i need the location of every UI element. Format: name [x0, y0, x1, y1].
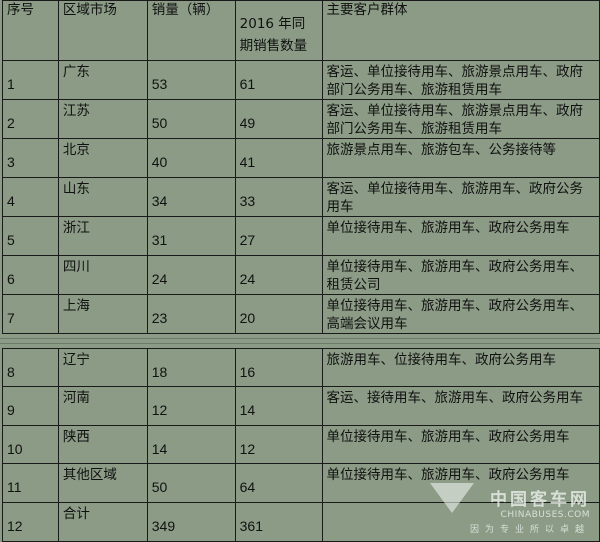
cell-region: 北京 — [57, 138, 148, 178]
header-customers: 主要客户群体 — [321, 0, 600, 61]
cell-sales: 12 — [146, 386, 236, 426]
cell-region: 陕西 — [57, 425, 148, 464]
cell-prev: 33 — [234, 177, 323, 217]
cell-customers: 单位接待用车、旅游用车、政府公务用车、租赁公司 — [321, 255, 600, 295]
cell-customers: 客运、单位接待用车、旅游景点用车、政府部门公务用车、旅游租赁用车 — [321, 99, 600, 139]
cell-sales: 34 — [146, 177, 236, 217]
cell-region: 辽宁 — [57, 348, 148, 387]
cell-no: 5 — [2, 216, 59, 256]
cell-sales: 24 — [146, 255, 236, 295]
watermark-slogan: 因为专业所以卓越 — [469, 525, 590, 535]
cell-no: 10 — [2, 425, 59, 464]
table-row: 7 上海 23 20 单位接待用车、旅游用车、政府公务用车、高端会议用车 — [2, 294, 600, 334]
watermark-cn: 中国客车网 — [490, 490, 590, 510]
watermark-en: CHINABUSES.COM — [500, 510, 590, 520]
cell-customers: 客运、单位接待用车、旅游景点用车、政府部门公务用车、旅游租赁用车 — [321, 60, 600, 100]
cell-prev: 20 — [234, 294, 323, 334]
cell-sales: 18 — [146, 348, 236, 387]
cell-no: 9 — [2, 386, 59, 426]
cell-no: 12 — [2, 502, 59, 542]
cell-no: 1 — [2, 60, 59, 100]
cell-prev: 27 — [234, 216, 323, 256]
cell-region: 浙江 — [57, 216, 148, 256]
chinabuses-logo-icon — [429, 483, 474, 513]
table-row: 6 四川 24 24 单位接待用车、旅游用车、政府公务用车、租赁公司 — [2, 255, 600, 295]
cell-prev: 41 — [234, 138, 323, 178]
cell-customers: 客运、单位接待用车、旅游用车、政府公务用车 — [321, 177, 600, 217]
table-header: 序号 区域市场 销量（辆） 2016 年同期销售数量 主要客户群体 — [2, 0, 600, 61]
cell-prev: 14 — [234, 386, 323, 426]
header-no: 序号 — [2, 0, 59, 61]
cell-sales: 349 — [146, 502, 236, 542]
cell-sales: 14 — [146, 425, 236, 464]
table-row: 10 陕西 14 12 单位接待用车、旅游用车、政府公务用车 — [2, 425, 600, 464]
watermark: 中国客车网 CHINABUSES.COM 因为专业所以卓越 — [429, 483, 590, 535]
cell-no: 7 — [2, 294, 59, 334]
table-row: 3 北京 40 41 旅游景点用车、旅游包车、公务接待等 — [2, 138, 600, 178]
cell-no: 11 — [2, 463, 59, 503]
cell-no: 6 — [2, 255, 59, 295]
cell-sales: 50 — [146, 463, 236, 503]
cell-prev: 49 — [234, 99, 323, 139]
table-row: 4 山东 34 33 客运、单位接待用车、旅游用车、政府公务用车 — [2, 177, 600, 217]
cell-prev: 64 — [234, 463, 323, 503]
cell-customers: 单位接待用车、旅游用车、政府公务用车 — [321, 425, 600, 464]
table-row: 5 浙江 31 27 单位接待用车、旅游用车、政府公务用车 — [2, 216, 600, 256]
cell-customers: 旅游用车、位接待用车、政府公务用车 — [321, 348, 600, 387]
page-break-divider — [0, 338, 600, 344]
cell-sales: 23 — [146, 294, 236, 334]
sales-table-part1: 序号 区域市场 销量（辆） 2016 年同期销售数量 主要客户群体 1 广东 53 6… — [2, 0, 600, 334]
cell-region: 其他区域 — [57, 463, 148, 503]
cell-prev: 61 — [234, 60, 323, 100]
table-row: 1 广东 53 61 客运、单位接待用车、旅游景点用车、政府部门公务用车、旅游租赁用车 — [2, 60, 600, 100]
cell-region: 江苏 — [57, 99, 148, 139]
cell-region: 河南 — [57, 386, 148, 426]
cell-customers: 旅游景点用车、旅游包车、公务接待等 — [321, 138, 600, 178]
cell-customers: 客运、接待用车、旅游用车、政府公务用车 — [321, 386, 600, 426]
cell-no: 3 — [2, 138, 59, 178]
cell-prev: 16 — [234, 348, 323, 387]
sales-table-part2: 8 辽宁 18 16 旅游用车、位接待用车、政府公务用车 9 河南 12 14 客运、接待用车、旅… — [2, 348, 600, 542]
cell-customers: 单位接待用车、旅游用车、政府公务用车、高端会议用车 — [321, 294, 600, 334]
cell-region: 合计 — [57, 502, 148, 542]
cell-no: 4 — [2, 177, 59, 217]
cell-no: 2 — [2, 99, 59, 139]
cell-sales: 31 — [146, 216, 236, 256]
header-region: 区域市场 — [57, 0, 148, 61]
header-prev: 2016 年同期销售数量 — [234, 0, 323, 61]
cell-sales: 40 — [146, 138, 236, 178]
cell-sales: 53 — [146, 60, 236, 100]
cell-sales: 50 — [146, 99, 236, 139]
table-row: 2 江苏 50 49 客运、单位接待用车、旅游景点用车、政府部门公务用车、旅游租赁用车 — [2, 99, 600, 139]
table-row: 8 辽宁 18 16 旅游用车、位接待用车、政府公务用车 — [2, 348, 600, 387]
cell-region: 山东 — [57, 177, 148, 217]
cell-prev: 361 — [234, 502, 323, 542]
cell-prev: 24 — [234, 255, 323, 295]
cell-prev: 12 — [234, 425, 323, 464]
header-sales: 销量（辆） — [146, 0, 236, 61]
cell-region: 上海 — [57, 294, 148, 334]
cell-customers: 单位接待用车、旅游用车、政府公务用车 — [321, 216, 600, 256]
cell-region: 四川 — [57, 255, 148, 295]
cell-region: 广东 — [57, 60, 148, 100]
cell-no: 8 — [2, 348, 59, 387]
table-row: 9 河南 12 14 客运、接待用车、旅游用车、政府公务用车 — [2, 386, 600, 426]
